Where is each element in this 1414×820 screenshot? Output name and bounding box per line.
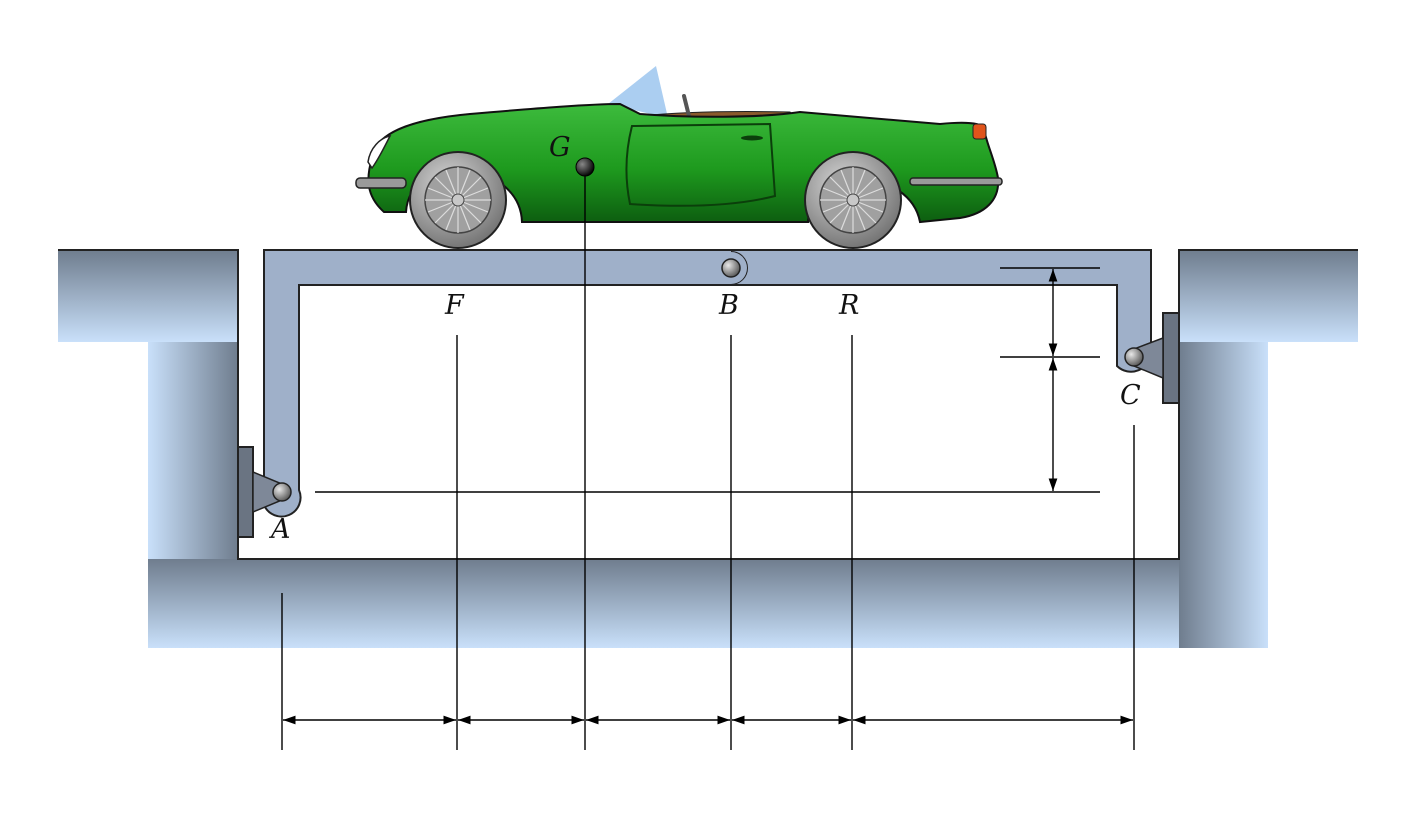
front-wheel <box>409 151 507 249</box>
label-a: A <box>268 514 291 545</box>
rear-wheel <box>804 151 902 249</box>
right-ground <box>1179 250 1358 342</box>
wall-bracket-right <box>1133 312 1180 404</box>
pivot-pin-a <box>272 482 292 502</box>
label-b: B <box>718 290 739 321</box>
right-pit-wall <box>1179 342 1268 648</box>
center-of-gravity-dot <box>575 157 595 177</box>
pit <box>58 249 1358 648</box>
dimension-arrows <box>283 269 1133 725</box>
label-g: G <box>549 132 571 163</box>
label-f: F <box>444 290 465 321</box>
reference-lines <box>281 176 1135 750</box>
tail-light <box>972 123 987 140</box>
left-ground <box>58 250 238 342</box>
pivot-pin-b <box>721 258 741 278</box>
wall-bracket-left <box>237 446 283 538</box>
front-bumper <box>355 177 407 189</box>
pit-outline <box>58 249 1358 560</box>
pit-floor <box>148 559 1268 648</box>
lift-frame <box>263 249 1152 518</box>
pivot-pin-c <box>1124 347 1144 367</box>
rear-bumper <box>909 177 1003 186</box>
point-labels: G F B R C A <box>268 132 1141 545</box>
label-r: R <box>838 290 859 321</box>
lift-platform <box>263 249 1152 518</box>
car-door <box>625 122 777 207</box>
label-c: C <box>1120 380 1141 411</box>
door-handle <box>741 135 763 141</box>
headlight <box>367 134 392 170</box>
car <box>355 66 1003 249</box>
